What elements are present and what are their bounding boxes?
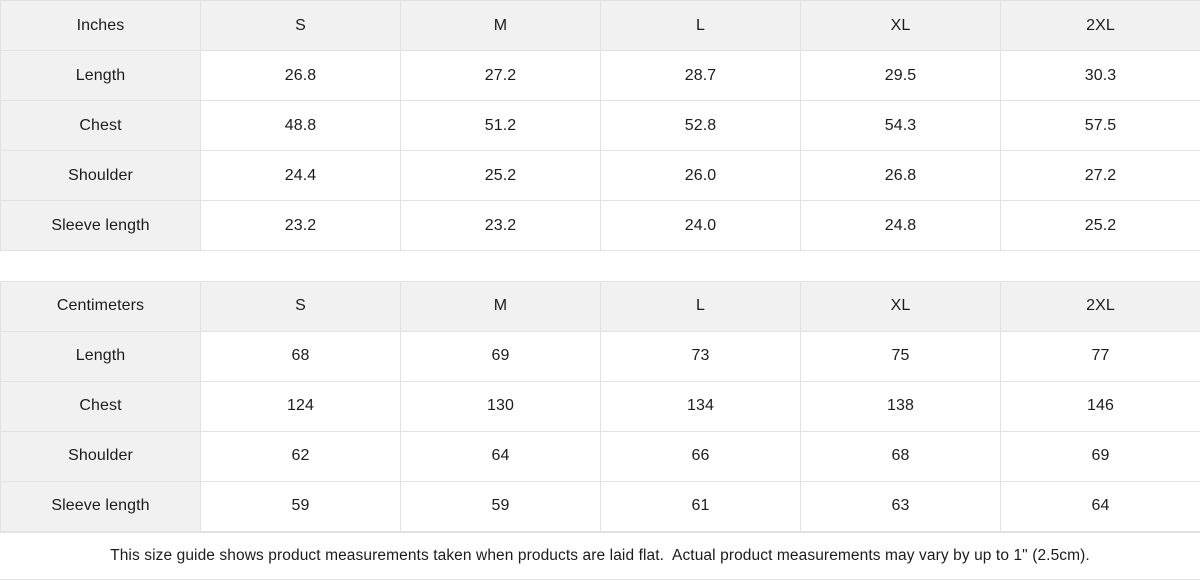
cell-length-2xl: 77 [1000,330,1200,382]
table-row: Length 26.8 27.2 28.7 29.5 30.3 [0,50,1200,101]
column-header-m: M [400,0,601,51]
cell-sleeve-length-m: 59 [400,480,601,532]
cell-chest-2xl: 146 [1000,380,1200,432]
row-label-sleeve-length: Sleeve length [0,200,201,251]
column-header-2xl: 2XL [1000,280,1200,332]
cell-length-s: 68 [200,330,401,382]
cell-shoulder-l: 26.0 [600,150,801,201]
table-header-row: Centimeters S M L XL 2XL [0,280,1200,332]
column-header-s: S [200,0,401,51]
cell-chest-m: 130 [400,380,601,432]
cell-sleeve-length-m: 23.2 [400,200,601,251]
row-label-shoulder: Shoulder [0,150,201,201]
cell-length-m: 27.2 [400,50,601,101]
column-header-2xl: 2XL [1000,0,1200,51]
table-separator [0,251,1200,281]
cell-chest-xl: 54.3 [800,100,1001,151]
cell-sleeve-length-xl: 24.8 [800,200,1001,251]
cell-sleeve-length-2xl: 25.2 [1000,200,1200,251]
cell-length-xl: 75 [800,330,1001,382]
cell-chest-m: 51.2 [400,100,601,151]
cell-sleeve-length-l: 61 [600,480,801,532]
table-body-inches: Length 26.8 27.2 28.7 29.5 30.3 Chest 48… [0,50,1200,251]
column-header-s: S [200,280,401,332]
table-row: Chest 124 130 134 138 146 [0,380,1200,432]
cell-chest-s: 124 [200,380,401,432]
unit-label-centimeters: Centimeters [0,280,201,332]
table-row: Sleeve length 23.2 23.2 24.0 24.8 25.2 [0,200,1200,251]
cell-chest-s: 48.8 [200,100,401,151]
cell-chest-xl: 138 [800,380,1001,432]
size-table-inches: Inches S M L XL 2XL Length 26.8 27.2 28.… [0,0,1200,251]
cell-sleeve-length-2xl: 64 [1000,480,1200,532]
cell-length-l: 73 [600,330,801,382]
row-label-length: Length [0,330,201,382]
cell-length-2xl: 30.3 [1000,50,1200,101]
cell-shoulder-xl: 26.8 [800,150,1001,201]
cell-shoulder-l: 66 [600,430,801,482]
cell-chest-l: 52.8 [600,100,801,151]
cell-length-l: 28.7 [600,50,801,101]
cell-sleeve-length-xl: 63 [800,480,1001,532]
cell-sleeve-length-s: 59 [200,480,401,532]
cell-chest-l: 134 [600,380,801,432]
table-row: Sleeve length 59 59 61 63 64 [0,480,1200,532]
row-label-sleeve-length: Sleeve length [0,480,201,532]
cell-shoulder-s: 24.4 [200,150,401,201]
row-label-chest: Chest [0,100,201,151]
cell-length-s: 26.8 [200,50,401,101]
table-header-centimeters: Centimeters S M L XL 2XL [0,280,1200,332]
table-header-row: Inches S M L XL 2XL [0,0,1200,51]
cell-length-xl: 29.5 [800,50,1001,101]
table-header-inches: Inches S M L XL 2XL [0,0,1200,51]
table-row: Shoulder 62 64 66 68 69 [0,430,1200,482]
size-guide-disclaimer: This size guide shows product measuremen… [0,531,1200,580]
unit-label-inches: Inches [0,0,201,51]
cell-shoulder-2xl: 69 [1000,430,1200,482]
row-label-chest: Chest [0,380,201,432]
table-row: Shoulder 24.4 25.2 26.0 26.8 27.2 [0,150,1200,201]
column-header-l: L [600,280,801,332]
cell-length-m: 69 [400,330,601,382]
column-header-m: M [400,280,601,332]
table-body-centimeters: Length 68 69 73 75 77 Chest 124 130 134 … [0,330,1200,532]
cell-shoulder-m: 64 [400,430,601,482]
cell-shoulder-2xl: 27.2 [1000,150,1200,201]
cell-sleeve-length-s: 23.2 [200,200,401,251]
column-header-xl: XL [800,0,1001,51]
column-header-l: L [600,0,801,51]
table-row: Length 68 69 73 75 77 [0,330,1200,382]
cell-chest-2xl: 57.5 [1000,100,1200,151]
cell-shoulder-xl: 68 [800,430,1001,482]
row-label-shoulder: Shoulder [0,430,201,482]
cell-shoulder-m: 25.2 [400,150,601,201]
column-header-xl: XL [800,280,1001,332]
cell-sleeve-length-l: 24.0 [600,200,801,251]
table-row: Chest 48.8 51.2 52.8 54.3 57.5 [0,100,1200,151]
row-label-length: Length [0,50,201,101]
cell-shoulder-s: 62 [200,430,401,482]
size-table-centimeters: Centimeters S M L XL 2XL Length 68 69 73… [0,280,1200,532]
